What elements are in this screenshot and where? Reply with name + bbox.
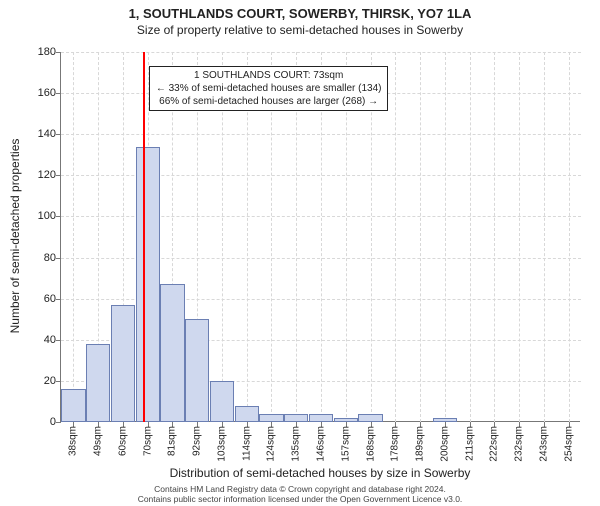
- annotation-box: 1 SOUTHLANDS COURT: 73sqm← 33% of semi-d…: [149, 66, 389, 111]
- xtick-label: 222sqm: [489, 426, 500, 462]
- ytick-label: 180: [26, 46, 56, 58]
- title-sub: Size of property relative to semi-detach…: [0, 23, 600, 37]
- xtick-label: 157sqm: [340, 426, 351, 462]
- gridline-v: [470, 52, 471, 422]
- histogram-bar: [358, 414, 382, 422]
- ytick-mark: [56, 93, 61, 94]
- xtick-label: 189sqm: [415, 426, 426, 462]
- histogram-bar: [433, 418, 457, 422]
- title-main: 1, SOUTHLANDS COURT, SOWERBY, THIRSK, YO…: [0, 6, 600, 21]
- annotation-line: ← 33% of semi-detached houses are smalle…: [156, 82, 382, 95]
- ytick-label: 80: [26, 252, 56, 264]
- histogram-bar: [160, 284, 184, 422]
- histogram-bar: [86, 344, 110, 422]
- annotation-line: 1 SOUTHLANDS COURT: 73sqm: [156, 69, 382, 82]
- ytick-mark: [56, 258, 61, 259]
- xtick-label: 200sqm: [439, 426, 450, 462]
- gridline-v: [494, 52, 495, 422]
- ytick-mark: [56, 134, 61, 135]
- histogram-bar: [284, 414, 308, 422]
- gridline-v: [395, 52, 396, 422]
- histogram-bar: [210, 381, 234, 422]
- footer-attribution: Contains HM Land Registry data © Crown c…: [0, 484, 600, 504]
- xtick-label: 124sqm: [266, 426, 277, 462]
- xtick-label: 60sqm: [117, 426, 128, 456]
- ytick-mark: [56, 52, 61, 53]
- xtick-label: 211sqm: [464, 426, 475, 461]
- xtick-label: 114sqm: [241, 426, 252, 461]
- histogram-bar: [334, 418, 358, 422]
- xtick-label: 70sqm: [142, 426, 153, 456]
- gridline-v: [445, 52, 446, 422]
- plot-region: 38sqm49sqm60sqm70sqm81sqm92sqm103sqm114s…: [60, 52, 580, 422]
- histogram-bar: [309, 414, 333, 422]
- ytick-mark: [56, 381, 61, 382]
- histogram-bar: [111, 305, 135, 422]
- histogram-bar: [136, 147, 160, 422]
- gridline-v: [420, 52, 421, 422]
- ytick-mark: [56, 216, 61, 217]
- xtick-label: 49sqm: [93, 426, 104, 456]
- xtick-label: 168sqm: [365, 426, 376, 462]
- xtick-label: 103sqm: [216, 426, 227, 462]
- subject-marker-line: [143, 52, 145, 422]
- ytick-mark: [56, 299, 61, 300]
- histogram-bar: [61, 389, 85, 422]
- ytick-label: 100: [26, 210, 56, 222]
- annotation-line: 66% of semi-detached houses are larger (…: [156, 95, 382, 108]
- ytick-label: 0: [26, 416, 56, 428]
- ytick-label: 40: [26, 334, 56, 346]
- xtick-label: 243sqm: [538, 426, 549, 462]
- ytick-label: 120: [26, 169, 56, 181]
- gridline-v: [569, 52, 570, 422]
- gridline-v: [544, 52, 545, 422]
- xtick-label: 178sqm: [390, 426, 401, 462]
- ytick-label: 60: [26, 293, 56, 305]
- ytick-mark: [56, 340, 61, 341]
- xtick-label: 146sqm: [316, 426, 327, 462]
- xtick-label: 254sqm: [563, 426, 574, 462]
- ytick-mark: [56, 422, 61, 423]
- ytick-label: 140: [26, 128, 56, 140]
- ytick-mark: [56, 175, 61, 176]
- y-axis-label: Number of semi-detached properties: [8, 139, 22, 334]
- xtick-label: 232sqm: [514, 426, 525, 462]
- xtick-label: 38sqm: [68, 426, 79, 456]
- ytick-label: 160: [26, 87, 56, 99]
- xtick-label: 135sqm: [291, 426, 302, 462]
- histogram-bar: [235, 406, 259, 422]
- xtick-label: 81sqm: [167, 426, 178, 456]
- x-axis-label: Distribution of semi-detached houses by …: [60, 466, 580, 480]
- xtick-label: 92sqm: [192, 426, 203, 456]
- gridline-v: [519, 52, 520, 422]
- footer-line-1: Contains HM Land Registry data © Crown c…: [0, 484, 600, 494]
- histogram-bar: [185, 319, 209, 422]
- gridline-v: [73, 52, 74, 422]
- chart-area: 38sqm49sqm60sqm70sqm81sqm92sqm103sqm114s…: [60, 52, 580, 422]
- histogram-bar: [259, 414, 283, 422]
- ytick-label: 20: [26, 375, 56, 387]
- footer-line-2: Contains public sector information licen…: [0, 494, 600, 504]
